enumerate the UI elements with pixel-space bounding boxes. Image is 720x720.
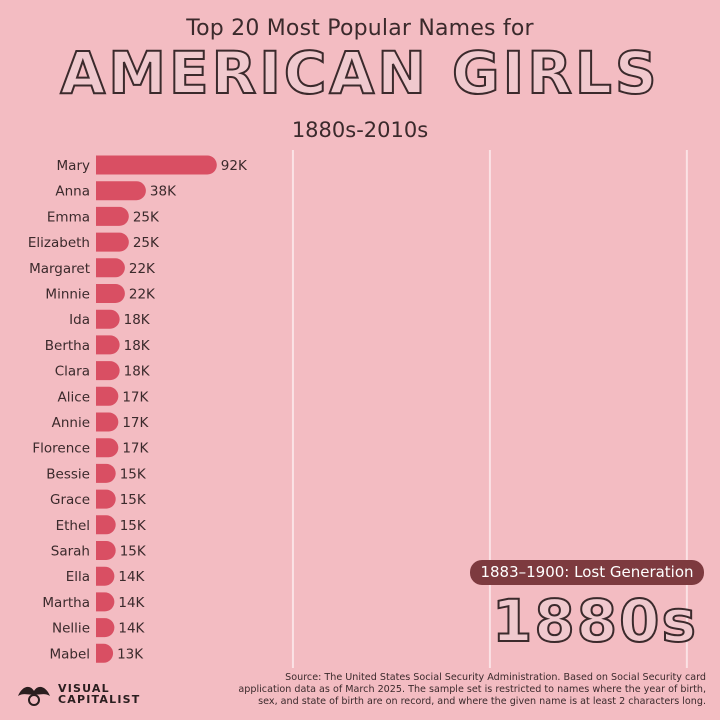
- bar: [96, 155, 217, 175]
- bar: [96, 438, 119, 458]
- bar: [96, 309, 120, 329]
- bar-category-label: Mary: [57, 158, 90, 174]
- bar-value-label: 14K: [118, 595, 145, 611]
- bar-category-label: Margaret: [29, 261, 90, 277]
- bar-category-label: Ella: [66, 569, 90, 585]
- bar-category-label: Emma: [47, 209, 90, 225]
- chart-subtitle: 1880s-2010s: [291, 118, 429, 142]
- era-badge: 1883–1900: Lost Generation: [470, 560, 704, 585]
- source-line-2: application data as of March 2025. The s…: [238, 684, 706, 695]
- bar-value-label: 17K: [122, 441, 149, 457]
- logo-line-2: CAPITALIST: [58, 693, 141, 706]
- bar-category-label: Bertha: [45, 338, 90, 354]
- bar-value-label: 15K: [120, 544, 147, 560]
- bar-value-label: 14K: [118, 569, 145, 585]
- bar-category-label: Annie: [52, 415, 90, 431]
- bar-category-label: Ethel: [56, 518, 90, 534]
- bar-category-label: Mabel: [49, 646, 90, 662]
- bar-category-label: Sarah: [51, 544, 90, 560]
- bar: [96, 463, 116, 483]
- bar: [96, 258, 125, 278]
- bar-category-label: Ida: [69, 312, 90, 328]
- bar: [96, 566, 115, 586]
- bar-category-label: Grace: [50, 492, 90, 508]
- bar-value-label: 13K: [117, 646, 144, 662]
- chart-title: AMERICAN GIRLS: [59, 39, 660, 107]
- bar-category-label: Anna: [55, 184, 90, 200]
- bar: [96, 284, 125, 303]
- bar: [96, 361, 120, 381]
- decade-label: 1880s: [491, 587, 698, 655]
- bar-value-label: 25K: [133, 235, 160, 251]
- bar: [96, 592, 115, 612]
- bar-category-label: Elizabeth: [28, 235, 90, 251]
- logo-line-1: VISUAL: [58, 682, 110, 695]
- bar-value-label: 17K: [122, 389, 149, 405]
- bar-category-label: Florence: [32, 441, 90, 457]
- bar-value-label: 25K: [133, 209, 160, 225]
- bar: [96, 643, 114, 663]
- bar-value-label: 18K: [124, 364, 151, 380]
- bar: [96, 515, 116, 535]
- bar-category-label: Minnie: [45, 287, 90, 303]
- source-line-3: sex, and state of birth are on record, a…: [258, 696, 706, 707]
- bar-value-label: 18K: [124, 338, 151, 354]
- bar-value-label: 15K: [120, 492, 147, 508]
- bar: [96, 232, 129, 252]
- bar: [96, 489, 116, 509]
- chart-supertitle: Top 20 Most Popular Names for: [186, 16, 534, 41]
- bar-value-label: 22K: [129, 287, 156, 303]
- bar: [96, 412, 119, 432]
- bar-value-label: 22K: [129, 261, 156, 277]
- bar-category-label: Nellie: [52, 621, 90, 637]
- bar: [96, 335, 120, 355]
- source-line-1: Source: The United States Social Securit…: [285, 672, 706, 683]
- bar-value-label: 14K: [118, 621, 145, 637]
- bar-value-label: 38K: [150, 184, 177, 200]
- bar-value-label: 17K: [122, 415, 149, 431]
- bar-category-label: Bessie: [46, 466, 90, 482]
- bar: [96, 541, 116, 560]
- bar-category-label: Martha: [42, 595, 90, 611]
- mustache-icon: [18, 686, 50, 706]
- bar: [96, 206, 129, 226]
- source-note: Source: The United States Social Securit…: [226, 672, 706, 708]
- bar-category-label: Clara: [55, 364, 90, 380]
- bar-value-label: 92K: [221, 158, 248, 174]
- bar-value-label: 15K: [120, 518, 147, 534]
- bar-category-label: Alice: [58, 389, 90, 405]
- bar: [96, 386, 119, 406]
- bar: [96, 618, 115, 638]
- brand-logo: VISUAL CAPITALIST: [16, 680, 140, 708]
- bar: [96, 181, 146, 201]
- bar-value-label: 18K: [124, 312, 151, 328]
- bar-value-label: 15K: [120, 466, 147, 482]
